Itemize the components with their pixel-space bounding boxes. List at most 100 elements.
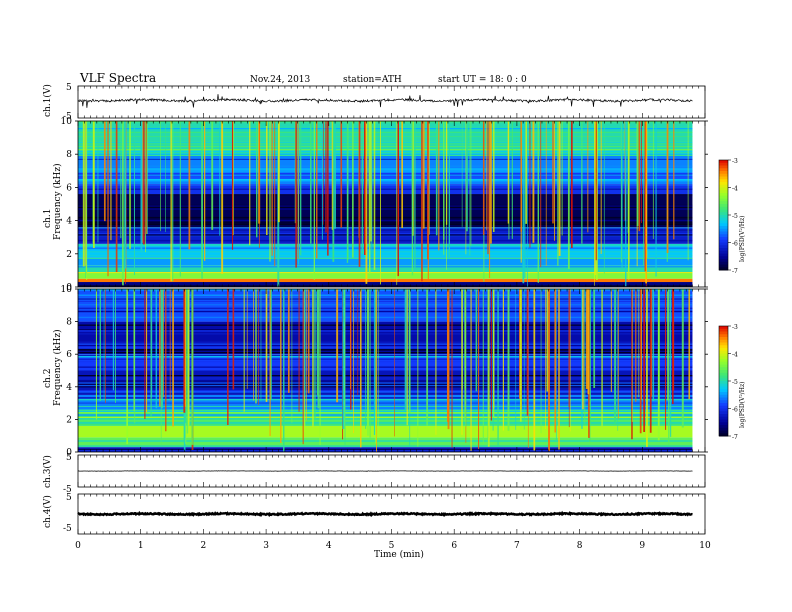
time-tick-label: 4 (326, 541, 332, 551)
time-tick-label: 5 (389, 541, 395, 551)
ch3-ylabel: ch.3(V) (42, 455, 53, 488)
colorbar-segment (719, 195, 728, 199)
colorbar-segment (719, 361, 728, 365)
colorbar-segment (719, 173, 728, 177)
colorbar-segment (719, 212, 728, 216)
spectrogram-band (78, 272, 693, 279)
colorbar-segment (719, 430, 728, 434)
colorbar-tick-label: -4 (732, 352, 738, 359)
colorbar-segment (719, 348, 728, 352)
spectrogram-band (78, 425, 693, 438)
colorbar-segment (719, 331, 728, 335)
colorbar-segment (719, 392, 728, 396)
ch1-spectrogram-image (78, 121, 705, 287)
colorbar-segment (719, 370, 728, 374)
colorbar-segment (719, 187, 728, 191)
colorbar-segment (719, 359, 728, 363)
colorbar-segment (719, 427, 728, 431)
colorbar-segment (719, 162, 728, 166)
colorbar-segment (719, 342, 728, 346)
time-axis-ticks: 0 1 2 3 4 5 6 7 8 9 10 (75, 86, 711, 551)
colorbar-segment (719, 337, 728, 341)
ch4-ytick-top: 5 (66, 493, 72, 503)
colorbar-segment (719, 400, 728, 404)
time-tick-label: 10 (699, 541, 711, 551)
colorbar-segment (719, 386, 728, 390)
colorbar-segment (719, 193, 728, 197)
spec-ytick-label: 10 (61, 117, 73, 127)
spectrogram-band (78, 265, 693, 273)
ch2-spectrogram-panel: 0 2 4 6 8 10 ch.2 Frequency (kHz) (43, 285, 708, 458)
ch4-trace (77, 510, 693, 518)
spectrogram-band (78, 278, 693, 283)
colorbar-segment (719, 433, 728, 437)
start-time-label: start UT = 18: 0 : 0 (438, 75, 527, 85)
colorbar-segment (719, 419, 728, 423)
spectrogram-band (78, 257, 693, 266)
colorbar-segment (719, 206, 728, 210)
ch1-colorbar-label: log(PSD(V²/Hz) (739, 215, 746, 262)
colorbar-segment (719, 234, 728, 238)
colorbar-segment (719, 168, 728, 172)
colorbar-segment (719, 267, 728, 271)
colorbar-segment (719, 217, 728, 221)
colorbar-segment (719, 367, 728, 371)
ch1-ytick-bottom: -5 (63, 112, 72, 122)
colorbar-segment (719, 182, 728, 186)
colorbar-segment (719, 375, 728, 379)
colorbar-segment (719, 201, 728, 205)
colorbar-segment (719, 223, 728, 227)
colorbar-segment (719, 179, 728, 183)
spectrogram-band (78, 354, 693, 371)
colorbar-segment (719, 231, 728, 235)
colorbar-segment (719, 364, 728, 368)
figure-title: VLF Spectra (79, 71, 156, 85)
colorbar-segment (719, 228, 728, 232)
ch2-spectrogram-image (78, 288, 705, 452)
colorbar-tick-label: -4 (732, 186, 738, 193)
colorbar-tick-label: -3 (732, 324, 738, 331)
time-tick-label: 6 (451, 541, 457, 551)
ch3-ytick-top: 5 (66, 453, 72, 463)
ch3-ytick-bottom: -5 (63, 485, 72, 495)
colorbar-segment (719, 350, 728, 354)
colorbar-segment (719, 389, 728, 393)
colorbar-segment (719, 165, 728, 169)
ch2-colorbar-label: log(PSD(V²/Hz) (739, 381, 746, 428)
ch4-ylabel: ch.4(V) (42, 495, 53, 528)
colorbar-tick-label: -5 (732, 213, 738, 220)
colorbar-segment (719, 403, 728, 407)
colorbar-segment (719, 226, 728, 230)
colorbar-segment (719, 328, 728, 332)
ch2-spec-yticks: 0 2 4 6 8 10 (61, 285, 708, 458)
colorbar-tick-label: -6 (732, 407, 738, 414)
spec-ytick-label: 0 (66, 283, 72, 293)
spec-ytick-label: 8 (66, 150, 72, 160)
spec-ytick-label: 6 (66, 350, 72, 360)
colorbar-segment (719, 414, 728, 418)
colorbar-segment (719, 334, 728, 338)
colorbar-segment (719, 160, 728, 164)
colorbar-segment (719, 237, 728, 241)
ch3-waveform-panel: 5 ch.3(V) (42, 453, 706, 488)
colorbar-segment (719, 408, 728, 412)
time-tick-label: 9 (639, 541, 645, 551)
colorbar-segment (719, 326, 728, 330)
ch2-spec-channel-label: ch.2 (43, 369, 53, 388)
colorbar-segment (719, 264, 728, 268)
time-tick-label: 2 (201, 541, 207, 551)
colorbar-segment (719, 171, 728, 175)
time-tick-label: 7 (514, 541, 520, 551)
colorbar-segment (719, 383, 728, 387)
colorbar-tick-label: -7 (732, 434, 738, 441)
colorbar-segment (719, 372, 728, 376)
ch2-spec-ylabel: Frequency (kHz) (52, 329, 63, 406)
colorbar-segment (719, 345, 728, 349)
colorbar-segment (719, 209, 728, 213)
colorbar-tick-label: -7 (732, 268, 738, 275)
ch1-spec-channel-label: ch.1 (43, 209, 53, 228)
colorbar-segment (719, 250, 728, 254)
ch1-spec-ylabel: Frequency (kHz) (52, 163, 63, 240)
colorbar-segment (719, 242, 728, 246)
